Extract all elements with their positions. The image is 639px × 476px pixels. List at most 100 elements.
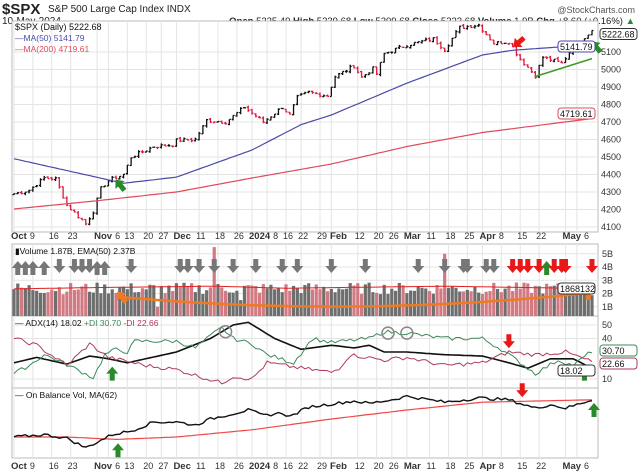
price-bar: [518, 54, 522, 61]
down-arrow-icon: [174, 259, 187, 273]
price-bar: [178, 136, 182, 143]
ma50-value-label-box: [557, 40, 596, 53]
price-bar: [61, 185, 65, 199]
volume-bar: [261, 284, 265, 316]
volume-bar: [276, 287, 281, 316]
adx-tick-label: 40: [602, 334, 612, 344]
adx-value-label: 18.02: [560, 366, 583, 376]
volume-bar: [171, 291, 175, 316]
down-arrow-icon: [559, 259, 572, 273]
up-arrow-icon-shape: [38, 261, 51, 275]
price-tick-label: 5000: [601, 65, 621, 75]
price-bar: [480, 24, 484, 33]
volume-bar: [454, 287, 458, 316]
price-bar: [201, 125, 205, 135]
minus_di-line: [13, 337, 593, 385]
down-arrow-icon-shape: [325, 259, 338, 273]
down-arrow-icon-shape: [487, 259, 500, 273]
down-arrow-icon: [586, 259, 598, 273]
volume-legend: ▮Volume 1.87B, EMA(50) 2.37B: [15, 246, 136, 256]
price-bar: [212, 121, 216, 124]
plus_di-legend: +DI 30.70: [82, 318, 122, 328]
price-bar: [208, 118, 212, 123]
price-bar: [152, 146, 156, 148]
volume-bar: [359, 293, 364, 316]
x-tick-label: 15: [517, 231, 527, 241]
price-tick-label: 4200: [601, 205, 621, 215]
volume-bar: [488, 291, 492, 316]
x-tick-label: 18: [445, 231, 455, 241]
price-bar: [586, 34, 590, 40]
x-tick-label: 8: [499, 231, 504, 241]
volume-tick-label: 4B: [602, 262, 613, 272]
price-bar: [326, 94, 330, 97]
price-bar: [462, 24, 466, 29]
price-bar: [167, 143, 171, 147]
x-tick-label: 22: [298, 461, 308, 471]
price-bar: [129, 157, 133, 167]
up-arrow-icon-shape: [588, 403, 600, 417]
down-arrow-icon-shape: [181, 259, 194, 273]
price-bar: [435, 36, 439, 45]
x-tick-label: 22: [298, 231, 308, 241]
x-tick-label: 11: [196, 231, 205, 241]
price-bar: [284, 108, 288, 113]
volume-bar: [348, 283, 352, 316]
volume-bar: [563, 288, 568, 316]
brand-watermark[interactable]: @StockCharts.com: [557, 5, 635, 15]
x-tick-label: 6: [115, 461, 120, 471]
price-bar: [106, 180, 110, 187]
volume-bar: [95, 282, 99, 316]
price-bar: [409, 44, 413, 49]
price-bar: [54, 176, 58, 181]
price-bar: [522, 58, 526, 66]
down-arrow-icon-shape: [521, 259, 534, 273]
volume-bar: [133, 292, 137, 316]
volume-bar: [318, 289, 322, 316]
price-bar: [412, 41, 416, 46]
price-bar: [12, 193, 16, 196]
volume-bar: [144, 289, 148, 316]
down-arrow-icon: [480, 259, 493, 273]
down-arrow-icon-shape: [125, 259, 138, 273]
volume-bar: [393, 290, 398, 316]
volume-bar: [110, 289, 114, 316]
price-bar: [307, 90, 311, 94]
ma50-legend: —MA(50) 5141.79: [15, 33, 85, 43]
down-arrow-icon: [53, 259, 66, 273]
price-bar: [552, 58, 556, 63]
price-tick-label: 5100: [601, 47, 621, 57]
price-bar: [382, 52, 386, 63]
down-arrow-icon: [487, 259, 500, 273]
up-arrow-icon: [106, 366, 119, 381]
down-arrow-icon: [325, 259, 338, 273]
volume-bar: [216, 284, 220, 316]
price-bar: [148, 146, 152, 153]
price-bar: [280, 107, 284, 110]
x-tick-label: 27: [158, 231, 168, 241]
x-tick-label: Dec: [173, 231, 190, 242]
volume-bar: [409, 290, 413, 316]
volume-bar: [129, 283, 133, 316]
price-bar: [140, 150, 144, 154]
x-tick-label: May: [563, 461, 582, 472]
adx-legend: — ADX(14) 18.02 +DI 30.70 -DI 22.66: [15, 318, 159, 328]
x-tick-label: 20: [374, 231, 384, 241]
up-arrow-icon: [26, 261, 39, 275]
volume-bar: [295, 287, 299, 316]
volume-bar: [208, 287, 213, 316]
up-arrow-icon: [98, 261, 111, 275]
volume-tick-label: 5B: [602, 249, 613, 259]
volume-bar: [182, 282, 186, 316]
volume-bar: [250, 285, 254, 316]
price-bar: [454, 30, 458, 39]
volume-bar: [590, 295, 594, 316]
volume-bar: [329, 288, 333, 316]
volume-last-label: 1868132: [560, 284, 595, 294]
price-tick-label: 4100: [601, 222, 621, 232]
up-arrow-icon: [11, 261, 24, 275]
volume-bar: [450, 286, 454, 316]
volume-bar: [390, 288, 394, 316]
volume-bar: [72, 290, 77, 316]
price-tick-label: 4500: [601, 152, 621, 162]
